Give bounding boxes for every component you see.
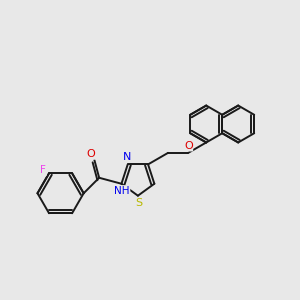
Text: O: O [184,141,193,151]
Text: F: F [40,165,46,176]
Text: NH: NH [114,186,130,196]
Text: N: N [122,152,131,163]
Text: S: S [136,198,142,208]
Text: O: O [86,149,95,159]
